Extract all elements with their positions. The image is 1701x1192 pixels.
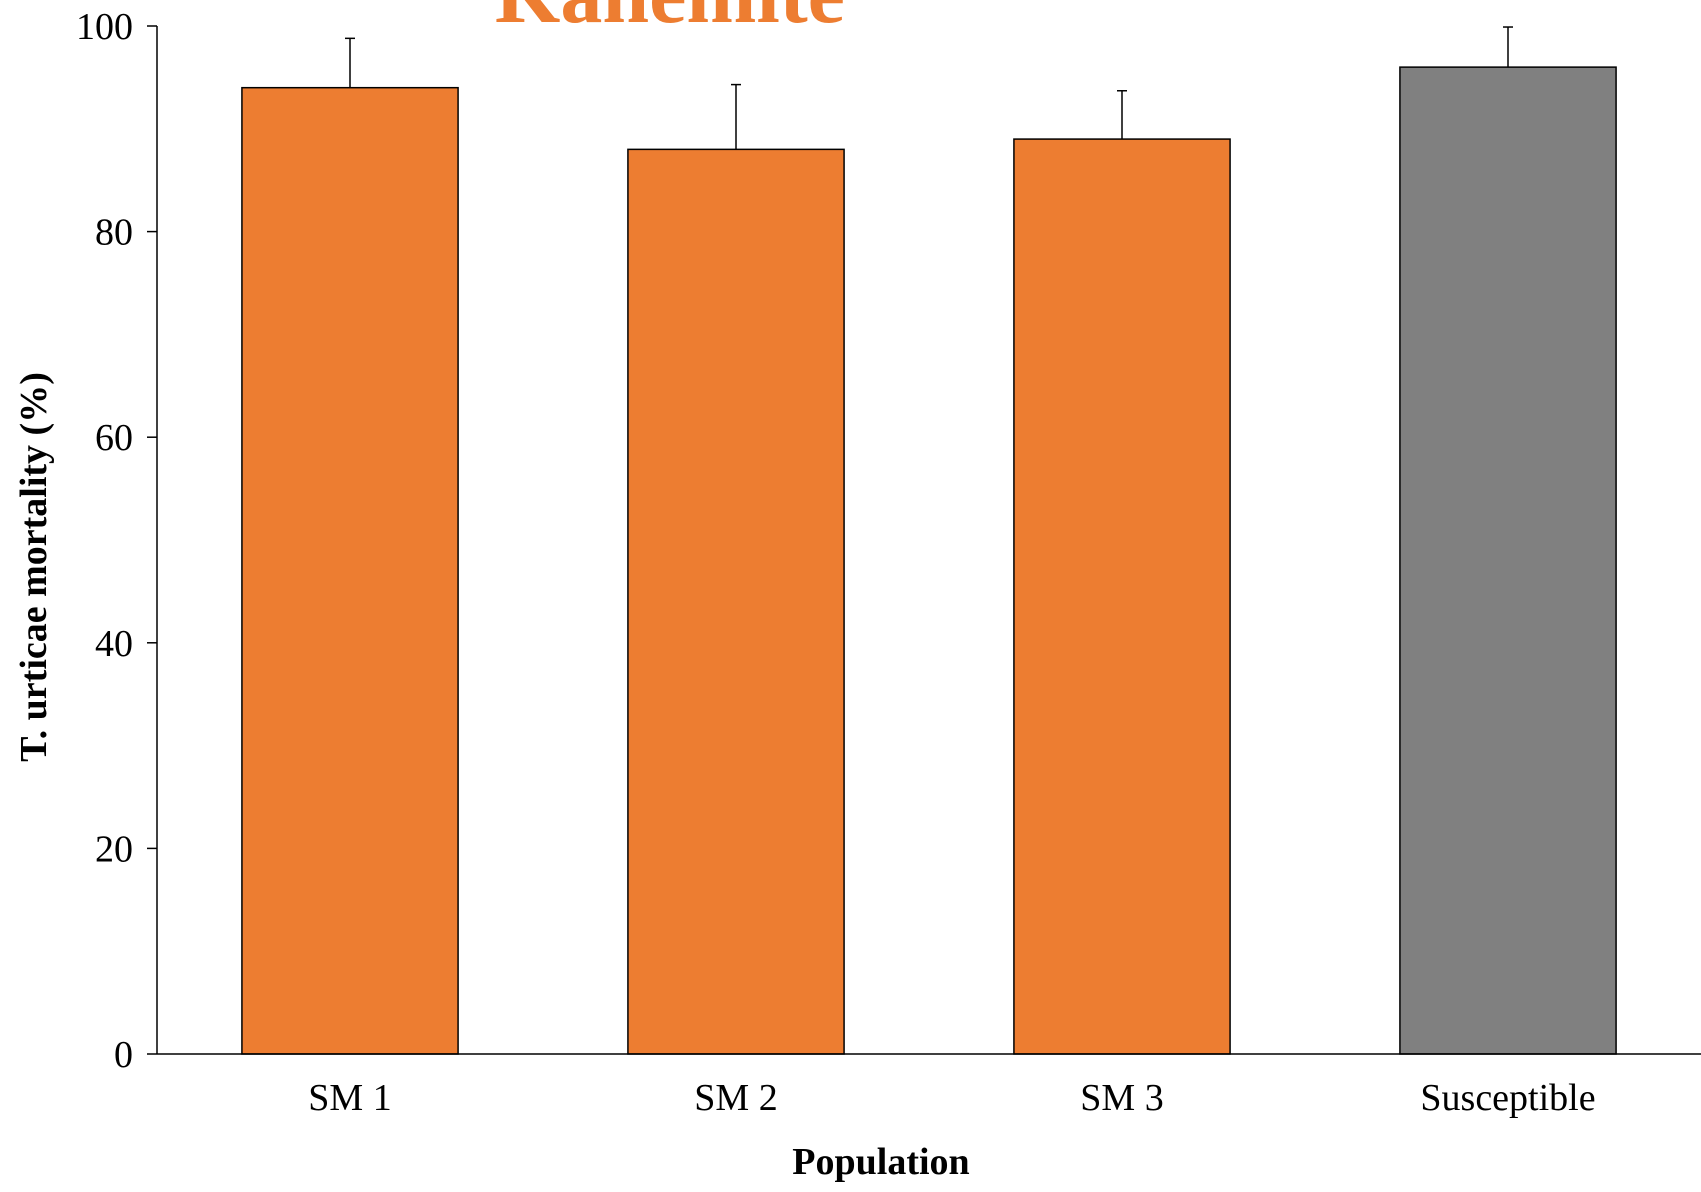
y-tick-label: 0 [114, 1034, 133, 1076]
error-bars [345, 26, 1513, 150]
bar [241, 86, 459, 1055]
y-tick-label: 80 [95, 212, 133, 254]
x-tick-label: SM 3 [1080, 1077, 1163, 1119]
y-axis: 0 20 40 60 80 100 [76, 6, 158, 1076]
x-tick-label: Susceptible [1420, 1077, 1595, 1119]
x-tick-label: SM 1 [308, 1077, 391, 1119]
y-axis-title: T. urticae mortality (%) [13, 372, 55, 762]
bar [627, 148, 845, 1055]
bar [1399, 66, 1617, 1055]
y-tick-label: 40 [95, 623, 133, 665]
y-tick-label: 20 [95, 828, 133, 870]
y-tick-label: 60 [95, 417, 133, 459]
x-axis: SM 1 SM 2 SM 3 Susceptible [157, 1053, 1701, 1119]
bars [241, 66, 1617, 1055]
chart-title: Kanemite [495, 0, 845, 41]
x-axis-title: Population [792, 1141, 969, 1183]
x-tick-label: SM 2 [694, 1077, 777, 1119]
bar [1013, 138, 1231, 1055]
y-tick-label: 100 [76, 6, 133, 48]
